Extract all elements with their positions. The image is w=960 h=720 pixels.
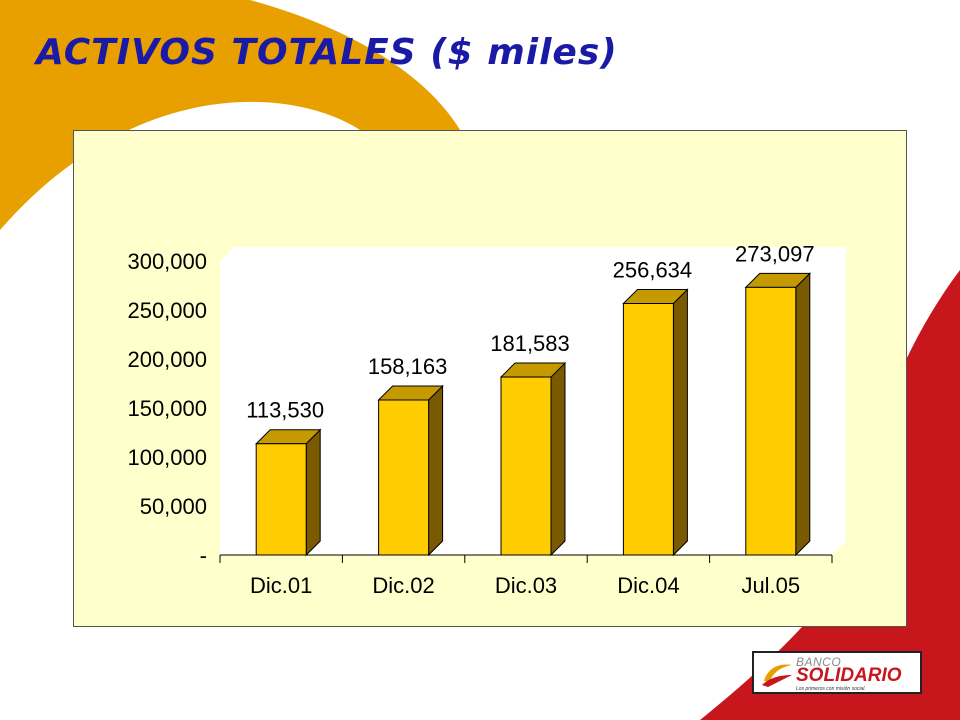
bar-side xyxy=(428,384,444,557)
logo-text-banco: BANCO xyxy=(796,655,842,669)
chart-panel: - 50,000 100,000 150,000 200,000 250,000 300,0… xyxy=(73,130,907,627)
x-tick-label: Dic.03 xyxy=(495,573,557,598)
bar xyxy=(500,376,552,556)
data-label: 273,097 xyxy=(735,241,815,266)
logo-text-solidario: SOLIDARIO xyxy=(796,665,902,686)
x-tick-label: Dic.04 xyxy=(617,573,679,598)
bar-side xyxy=(795,272,811,557)
bar-side xyxy=(672,288,688,557)
x-tick-label: Jul.05 xyxy=(741,573,800,598)
y-tick-label: 200,000 xyxy=(127,347,207,372)
bar xyxy=(378,399,430,556)
bar-side xyxy=(305,428,321,557)
y-tick-label: 150,000 xyxy=(127,396,207,421)
y-tick-label: - xyxy=(200,543,207,568)
data-label: 256,634 xyxy=(613,257,693,282)
data-label: 181,583 xyxy=(490,331,570,356)
bar xyxy=(255,443,307,556)
orange-swoosh xyxy=(0,0,460,230)
bar-side xyxy=(550,361,566,557)
x-tick-label: Dic.02 xyxy=(372,573,434,598)
y-tick-label: 250,000 xyxy=(127,298,207,323)
bar xyxy=(622,302,674,556)
data-label: 113,530 xyxy=(246,398,324,423)
logo-tagline: Los primeros con misión social. xyxy=(796,686,866,692)
x-tick-label: Dic.01 xyxy=(250,573,312,598)
data-label: 158,163 xyxy=(368,354,448,379)
y-tick-label: 50,000 xyxy=(140,494,207,519)
y-tick-label: 300,000 xyxy=(127,249,207,274)
page-title: ACTIVOS TOTALES ($ miles) xyxy=(36,32,618,73)
y-tick-label: 100,000 xyxy=(127,445,207,470)
banco-solidario-logo: BANCO SOLIDARIO Los primeros con misión … xyxy=(752,651,922,694)
logo-mark-icon xyxy=(762,664,792,687)
bar xyxy=(745,286,797,556)
bar-chart: - 50,000 100,000 150,000 200,000 250,000 300,0… xyxy=(127,241,846,598)
